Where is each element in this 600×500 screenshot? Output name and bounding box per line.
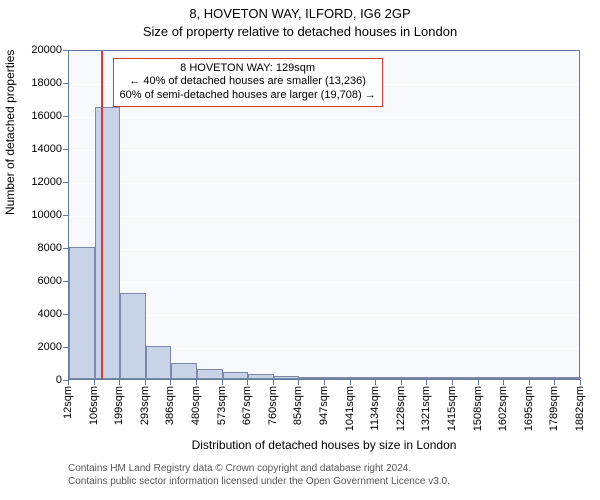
- histogram-bar: [453, 377, 479, 379]
- histogram-bar: [530, 377, 556, 379]
- x-tick-label: 199sqm: [113, 386, 125, 425]
- x-tick-mark: [529, 380, 530, 385]
- x-tick-mark: [68, 380, 69, 385]
- annot-line2: ← 40% of detached houses are smaller (13…: [120, 75, 376, 89]
- chart-title-sub: Size of property relative to detached ho…: [0, 24, 600, 39]
- footer-line1: Contains HM Land Registry data © Crown c…: [68, 462, 580, 475]
- grid-line: [69, 150, 579, 151]
- x-tick-label: 1789sqm: [548, 386, 560, 431]
- x-tick-label: 1882sqm: [574, 386, 586, 431]
- y-tick-label: 18000: [31, 77, 62, 89]
- x-tick-label: 760sqm: [267, 386, 279, 425]
- grid-line: [69, 282, 579, 283]
- y-tick-label: 20000: [31, 44, 62, 56]
- x-tick-mark: [554, 380, 555, 385]
- y-tick-label: 4000: [38, 308, 62, 320]
- grid-line: [69, 216, 579, 217]
- x-tick-label: 1041sqm: [344, 386, 356, 431]
- histogram-bar: [95, 107, 121, 379]
- histogram-bar: [171, 363, 197, 380]
- x-tick-label: 12sqm: [62, 386, 74, 419]
- footer-attribution: Contains HM Land Registry data © Crown c…: [68, 462, 580, 488]
- histogram-bar: [376, 377, 402, 379]
- histogram-bar: [351, 377, 377, 379]
- x-tick-mark: [426, 380, 427, 385]
- y-tick-label: 0: [56, 374, 62, 386]
- histogram-bar: [146, 346, 172, 379]
- grid-line: [69, 117, 579, 118]
- x-tick-mark: [298, 380, 299, 385]
- x-tick-mark: [452, 380, 453, 385]
- y-tick-label: 14000: [31, 143, 62, 155]
- footer-line2: Contains public sector information licen…: [68, 475, 580, 488]
- x-tick-mark: [170, 380, 171, 385]
- x-tick-mark: [196, 380, 197, 385]
- x-tick-label: 854sqm: [292, 386, 304, 425]
- x-tick-label: 1228sqm: [395, 386, 407, 431]
- x-tick-mark: [580, 380, 581, 385]
- x-tick-mark: [503, 380, 504, 385]
- y-tick-label: 2000: [38, 341, 62, 353]
- histogram-bar: [299, 377, 325, 379]
- y-tick-label: 6000: [38, 275, 62, 287]
- histogram-bar: [504, 377, 530, 379]
- y-tick-label: 12000: [31, 176, 62, 188]
- x-tick-mark: [375, 380, 376, 385]
- histogram-bar: [69, 247, 95, 379]
- x-tick-label: 106sqm: [88, 386, 100, 425]
- annotation-box: 8 HOVETON WAY: 129sqm← 40% of detached h…: [113, 58, 383, 107]
- x-tick-mark: [145, 380, 146, 385]
- x-tick-label: 293sqm: [139, 386, 151, 425]
- x-tick-label: 1508sqm: [472, 386, 484, 431]
- chart-title-main: 8, HOVETON WAY, ILFORD, IG6 2GP: [0, 6, 600, 21]
- plot-area: 8 HOVETON WAY: 129sqm← 40% of detached h…: [68, 50, 580, 380]
- histogram-bar: [197, 369, 223, 379]
- x-tick-label: 386sqm: [164, 386, 176, 425]
- chart-container: 8, HOVETON WAY, ILFORD, IG6 2GP Size of …: [0, 0, 600, 500]
- histogram-bar: [325, 377, 351, 379]
- y-tick-label: 10000: [31, 209, 62, 221]
- y-tick-label: 8000: [38, 242, 62, 254]
- histogram-bar: [274, 376, 300, 379]
- histogram-bar: [402, 377, 428, 379]
- x-tick-mark: [222, 380, 223, 385]
- annot-line3: 60% of semi-detached houses are larger (…: [120, 89, 376, 103]
- x-tick-mark: [350, 380, 351, 385]
- x-tick-mark: [119, 380, 120, 385]
- histogram-bar: [427, 377, 453, 379]
- histogram-bar: [248, 374, 274, 379]
- histogram-bar: [479, 377, 505, 379]
- x-tick-mark: [401, 380, 402, 385]
- x-tick-mark: [324, 380, 325, 385]
- x-tick-label: 1321sqm: [420, 386, 432, 431]
- grid-line: [69, 249, 579, 250]
- grid-line: [69, 183, 579, 184]
- x-tick-label: 1415sqm: [446, 386, 458, 431]
- x-tick-label: 1602sqm: [497, 386, 509, 431]
- x-tick-label: 1695sqm: [523, 386, 535, 431]
- x-tick-mark: [247, 380, 248, 385]
- y-axis: 0200040006000800010000120001400016000180…: [0, 50, 68, 380]
- histogram-bar: [120, 293, 146, 379]
- x-tick-mark: [478, 380, 479, 385]
- x-tick-label: 480sqm: [190, 386, 202, 425]
- x-tick-label: 667sqm: [241, 386, 253, 425]
- y-tick-label: 16000: [31, 110, 62, 122]
- x-tick-label: 1134sqm: [369, 386, 381, 430]
- histogram-bar: [223, 372, 249, 379]
- x-axis-label: Distribution of detached houses by size …: [68, 438, 580, 452]
- x-tick-label: 947sqm: [318, 386, 330, 425]
- x-tick-label: 573sqm: [216, 386, 228, 425]
- histogram-bar: [555, 377, 581, 379]
- x-tick-mark: [273, 380, 274, 385]
- annot-line1: 8 HOVETON WAY: 129sqm: [120, 62, 376, 76]
- property-marker-line: [101, 51, 103, 379]
- x-tick-mark: [94, 380, 95, 385]
